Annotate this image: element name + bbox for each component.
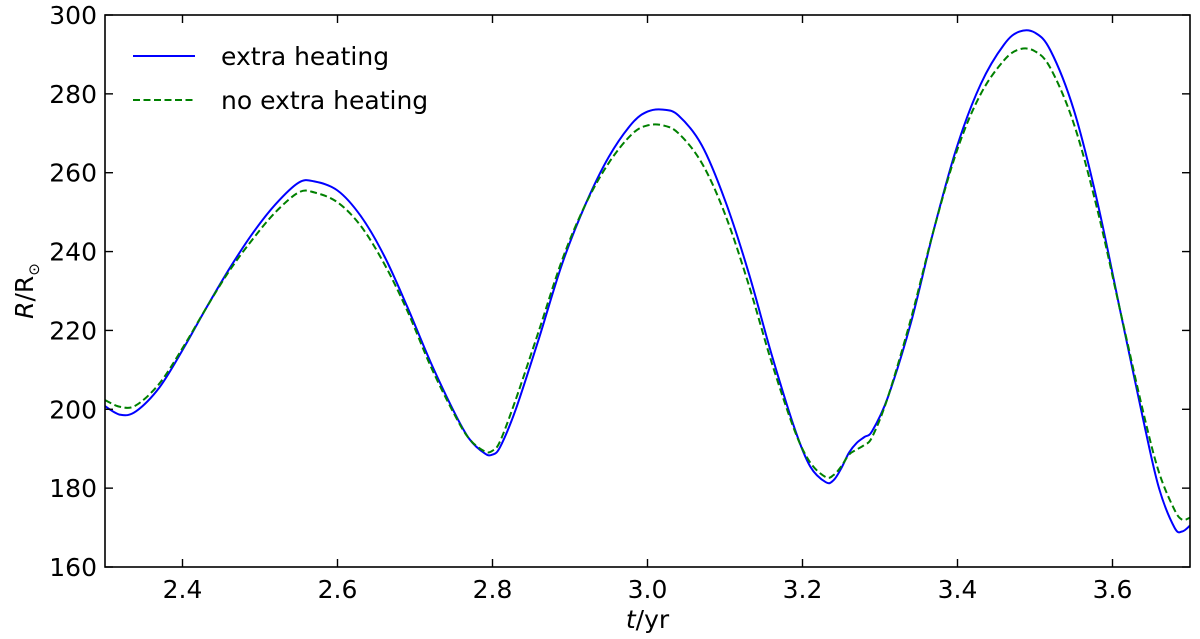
x-tick-label: 2.8 (473, 575, 513, 604)
x-axis-label-unit: /yr (636, 605, 670, 634)
y-tick-label: 280 (49, 80, 97, 109)
series-line-extra-heating (105, 29, 1190, 534)
x-axis-label: t/yr (626, 605, 670, 634)
legend: extra heating no extra heating (133, 42, 428, 115)
x-tick-label: 2.4 (163, 575, 203, 604)
x-tick-label: 3.6 (1093, 575, 1133, 604)
tick-layer: 2.4 2.6 2.8 3.0 3.2 3.4 3.6 160 180 200 220 240 260 2… (49, 1, 1190, 604)
x-axis-label-symbol: t (626, 605, 637, 634)
y-axis-label-symbol: R (10, 302, 39, 319)
plot-frame (104, 14, 1191, 568)
legend-label-no-extra-heating: no extra heating (221, 86, 428, 115)
y-axis-label-subscript: ⊙ (25, 263, 43, 276)
x-tick-label: 3.4 (938, 575, 978, 604)
series-line-no-extra-heating (105, 47, 1190, 521)
y-tick-label: 180 (49, 474, 97, 503)
y-axis-label-unit: /R (10, 276, 39, 302)
y-tick-label: 260 (49, 159, 97, 188)
y-tick-label: 200 (49, 395, 97, 424)
series-layer (105, 29, 1190, 534)
y-tick-label: 220 (49, 316, 97, 345)
legend-label-extra-heating: extra heating (221, 42, 389, 71)
y-tick-label: 160 (49, 553, 97, 582)
y-tick-label: 300 (49, 1, 97, 30)
y-tick-label: 240 (49, 238, 97, 267)
x-tick-label: 2.6 (318, 575, 358, 604)
x-tick-label: 3.2 (783, 575, 823, 604)
y-axis-label: R/R⊙ (10, 263, 43, 319)
x-tick-label: 3.0 (628, 575, 668, 604)
